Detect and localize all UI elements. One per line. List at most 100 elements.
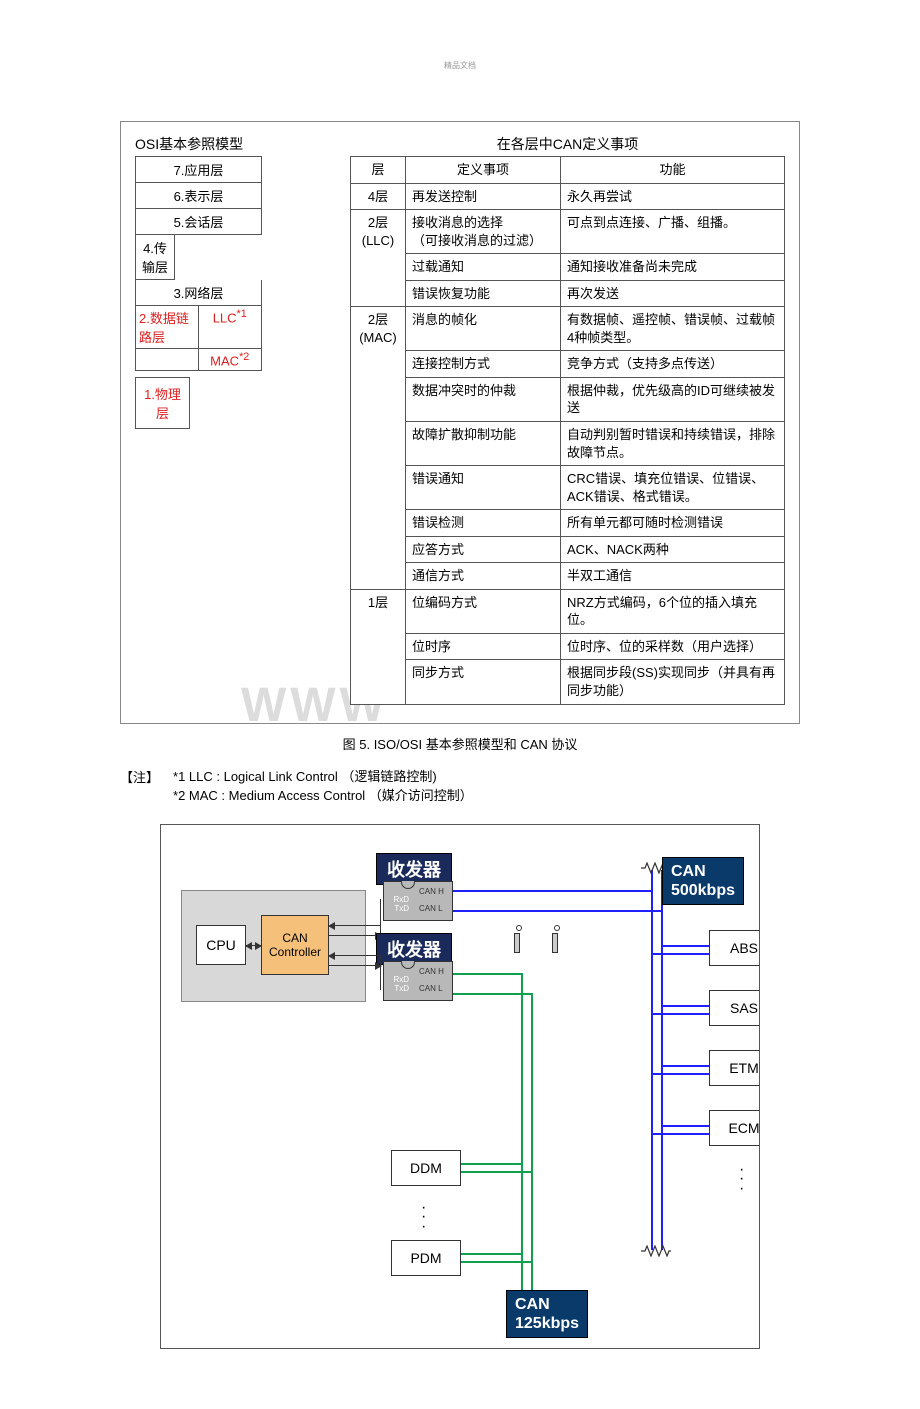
cell-def: 通信方式 [406,563,561,590]
cell-def: 故障扩散抑制功能 [406,422,561,466]
stub-ecm2 [651,1133,711,1135]
table-row: 错误恢复功能 再次发送 [351,280,785,307]
bus-low-v1 [521,973,523,1323]
cell-func: 根据仲裁，优先级高的ID可继续被发送 [561,377,785,421]
stub-pdm1 [461,1253,521,1255]
can-controller-box: CAN Controller [261,915,329,975]
mac-label: MAC [210,353,239,368]
rxd-label: RxD [393,895,409,904]
wire-ctrl-trx2b-v [380,965,381,990]
osi-l5: 5.会话层 [136,209,261,234]
wire-cpu-ctrl [246,945,261,946]
cell-def: 同步方式 [406,660,561,704]
th-def: 定义事项 [406,157,561,184]
note-2: *2 MAC : Medium Access Control （媒介访问控制） [173,786,473,806]
wire-ctrl-trx2a [329,955,381,956]
osi-l3: 3.网络层 [136,280,261,305]
cell-func: 通知接收准备尚未完成 [561,254,785,281]
wire-ctrl-trx2b [329,965,381,966]
stub-ecm [661,1125,711,1127]
osi-l2-mac: MAC*2 [199,349,262,370]
wire-ctrl-trx1b [329,935,381,936]
table-row: 4层 再发送控制 永久再尝试 [351,183,785,210]
conn-circle [516,925,522,931]
ecu-more-dots-mid: ··· [421,1203,426,1232]
osi-l6: 6.表示层 [136,183,261,208]
th-func: 功能 [561,157,785,184]
can-definitions: 在各层中CAN定义事项 层 定义事项 功能 4层 再发送控制 永久再尝试 2层 … [350,134,785,705]
stub-abs2 [651,953,711,955]
table-row: 过载通知 通知接收准备尚未完成 [351,254,785,281]
can-right-title: 在各层中CAN定义事项 [350,134,785,154]
table-row: 错误通知CRC错误、填充位错误、位错误、ACK错误、格式错误。 [351,466,785,510]
cell-func: CRC错误、填充位错误、位错误、ACK错误、格式错误。 [561,466,785,510]
txd-label: TxD [394,984,409,993]
net-stub [514,933,520,953]
cell-def: 错误通知 [406,466,561,510]
cell-def: 连接控制方式 [406,351,561,378]
cell-def: 过载通知 [406,254,561,281]
cell-def: 错误恢复功能 [406,280,561,307]
bus-low-out1 [453,973,523,975]
cell-func: 所有单元都可随时检测错误 [561,510,785,537]
ecu-abs: ABS [709,930,760,966]
cell-def: 再发送控制 [406,183,561,210]
osi-can-figure: WWW OSI基本参照模型 7.应用层 6.表示层 5.会话层 4.传输层 3.… [120,121,800,724]
cell-def: 消息的帧化 [406,307,561,351]
llc-sup: *1 [237,308,247,320]
osi-l1: 1.物理层 [136,378,189,428]
stub-ddm2 [461,1171,531,1173]
osi-l2-blank [136,349,199,370]
stub-etm [661,1065,711,1067]
canh-label: CAN H [419,887,444,896]
canh-label: CAN H [419,967,444,976]
ecu-ddm: DDM [391,1150,461,1186]
figure-caption: 图 5. ISO/OSI 基本参照模型和 CAN 协议 [30,734,890,753]
cell-func: 永久再尝试 [561,183,785,210]
table-row: 2层 (MAC) 消息的帧化 有数据帧、遥控帧、错误帧、过载帧4种帧类型。 [351,307,785,351]
stub-ddm1 [461,1163,521,1165]
canl-label: CAN L [419,984,443,993]
table-row: 应答方式ACK、NACK两种 [351,536,785,563]
cell-func: 位时序、位的采样数（用户选择） [561,633,785,660]
stub-sas2 [651,1013,711,1015]
cell-layer: 2层 (LLC) [351,210,406,307]
table-row: 数据冲突时的仲裁根据仲裁，优先级高的ID可继续被发送 [351,377,785,421]
bus-high-h1 [453,890,651,892]
stub-abs [661,945,711,947]
can-high-badge: CAN 500kbps [662,857,744,905]
ecu-sas: SAS [709,990,760,1026]
can-low-badge: CAN 125kbps [506,1290,588,1338]
notes-label: 【注】 [120,767,159,806]
trx2-pins-left: RxDTxD [384,975,409,994]
cell-func: 自动判别暂时错误和持续错误，排除故障节点。 [561,422,785,466]
cell-def: 接收消息的选择 （可接收消息的过滤） [406,210,561,254]
cpu-box: CPU [196,925,246,965]
ecu-ecm: ECM [709,1110,760,1146]
cell-func: ACK、NACK两种 [561,536,785,563]
cell-func: NRZ方式编码，6个位的插入填充位。 [561,589,785,633]
cell-def: 错误检测 [406,510,561,537]
table-row: 同步方式根据同步段(SS)实现同步（并具有再同步功能） [351,660,785,704]
stub-pdm2 [461,1261,531,1263]
osi-left-column: OSI基本参照模型 7.应用层 6.表示层 5.会话层 4.传输层 3.网络层 … [135,134,300,429]
cell-func: 有数据帧、遥控帧、错误帧、过载帧4种帧类型。 [561,307,785,351]
cell-layer: 1层 [351,589,406,704]
trx1-pins-left: RxDTxD [384,895,409,914]
llc-label: LLC [213,310,237,325]
table-row: 错误检测所有单元都可随时检测错误 [351,510,785,537]
th-layer: 层 [351,157,406,184]
ecu-etm: ETM [709,1050,760,1086]
cell-func: 再次发送 [561,280,785,307]
wire-ctrl-trx1a [329,925,381,926]
cell-def: 位编码方式 [406,589,561,633]
canl-label: CAN L [419,904,443,913]
note-1: *1 LLC : Logical Link Control （逻辑链路控制) [173,767,473,787]
can-bus-diagram: CPU CAN Controller 收发器 RxDTxD CAN HCAN L… [160,824,760,1349]
osi-left-title: OSI基本参照模型 [135,134,300,154]
cell-func: 半双工通信 [561,563,785,590]
osi-l7: 7.应用层 [136,157,261,182]
osi-l2: 2.数据链路层 [136,306,199,348]
cell-func: 竞争方式（支持多点传送） [561,351,785,378]
osi-l2-llc: LLC*1 [199,306,262,348]
